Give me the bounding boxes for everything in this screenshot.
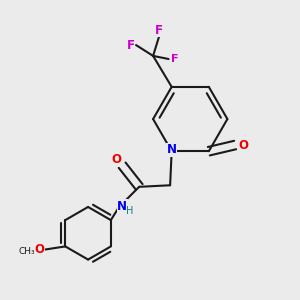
Text: N: N <box>117 200 127 213</box>
Text: O: O <box>34 243 44 256</box>
Text: F: F <box>171 54 178 64</box>
Text: F: F <box>155 24 163 37</box>
Text: N: N <box>167 143 177 156</box>
Text: CH₃: CH₃ <box>18 247 35 256</box>
Text: H: H <box>126 206 133 216</box>
Text: O: O <box>111 153 121 166</box>
Text: O: O <box>239 139 249 152</box>
Text: F: F <box>127 39 134 52</box>
